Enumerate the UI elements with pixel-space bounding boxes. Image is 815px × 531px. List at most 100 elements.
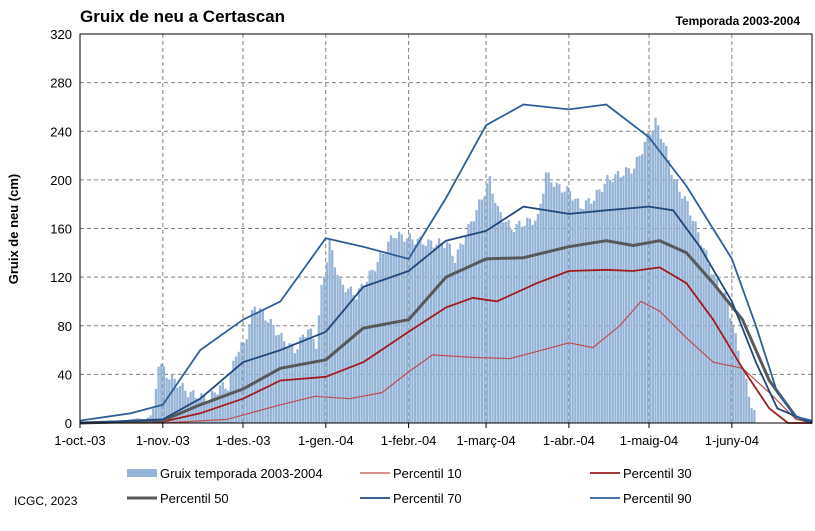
depth-bar	[507, 219, 510, 423]
axes: 0 40 80 120 160 200 240 280 320 1-oct.-03 1-nov.-0…	[50, 27, 813, 448]
depth-bar	[576, 198, 580, 423]
chart-subtitle: Temporada 2003-2004	[675, 14, 800, 28]
depth-bar	[221, 381, 224, 423]
depth-bar	[176, 387, 179, 423]
depth-bar	[494, 202, 497, 423]
depth-bar	[373, 271, 377, 423]
depth-bar	[462, 244, 465, 423]
depth-bar	[333, 267, 337, 423]
depth-bar	[659, 138, 662, 423]
line-percentil-90	[79, 103, 813, 422]
legend-label: Percentil 30	[623, 466, 692, 481]
depth-bar	[491, 193, 494, 423]
depth-bar	[622, 175, 625, 423]
depth-bar	[544, 172, 548, 423]
depth-bar	[200, 393, 203, 423]
depth-bar	[745, 378, 748, 423]
depth-bar	[202, 394, 206, 423]
depth-bar	[742, 370, 745, 423]
depth-bar	[253, 306, 256, 423]
depth-bar	[753, 410, 756, 423]
depth-bar	[595, 190, 598, 423]
depth-bar	[376, 262, 379, 423]
depth-bar	[705, 250, 708, 423]
depth-bar	[734, 333, 737, 423]
depth-bar	[657, 125, 660, 423]
depth-bar	[654, 117, 657, 423]
depth-bar	[560, 192, 564, 423]
depth-bar	[467, 223, 470, 423]
depth-bar	[662, 142, 665, 424]
depth-bar	[747, 396, 751, 423]
depth-bar	[750, 408, 753, 423]
x-tick-label: 1-des.-03	[216, 433, 271, 448]
depth-bar	[587, 198, 590, 423]
depth-bar	[739, 365, 743, 423]
depth-bar	[627, 168, 630, 423]
depth-bar	[325, 262, 329, 423]
depth-bar	[341, 284, 345, 423]
depth-bar	[446, 242, 449, 423]
depth-bar	[194, 398, 198, 423]
depth-bar	[510, 229, 513, 423]
y-tick-label: 80	[58, 319, 72, 334]
depth-bar	[421, 244, 425, 423]
depth-bar	[389, 235, 393, 423]
depth-bar	[272, 325, 275, 423]
depth-bar	[512, 231, 516, 423]
depth-bar	[411, 239, 414, 423]
depth-bar	[456, 249, 459, 423]
x-tick-label: 1-abr.-04	[543, 433, 595, 448]
depth-bar	[429, 240, 433, 423]
depth-bar	[571, 200, 574, 423]
depth-bar	[502, 222, 505, 423]
depth-bar	[371, 269, 374, 423]
depth-bar	[552, 186, 556, 423]
depth-bar	[424, 245, 427, 423]
depth-bar	[638, 155, 641, 423]
depth-bar	[475, 210, 478, 423]
depth-bar	[710, 274, 713, 423]
y-tick-label: 160	[50, 222, 72, 237]
depth-bar	[205, 402, 208, 423]
depth-bar	[683, 196, 687, 423]
x-tick-label: 1-gen.-04	[298, 433, 354, 448]
depth-bar	[275, 335, 278, 423]
depth-bar	[635, 156, 638, 424]
depth-bar	[641, 154, 644, 423]
depth-bar	[459, 243, 462, 423]
depth-bar	[608, 179, 612, 423]
depth-bar	[542, 193, 545, 423]
depth-bar	[352, 295, 355, 423]
depth-bar	[646, 132, 649, 423]
depth-bar	[715, 278, 719, 423]
depth-bar	[478, 199, 481, 423]
depth-bar	[536, 213, 540, 423]
y-tick-label: 120	[50, 270, 72, 285]
depth-bar	[285, 347, 288, 423]
depth-bar	[681, 198, 684, 423]
depth-bar	[299, 337, 302, 423]
depth-bar	[395, 238, 398, 423]
depth-bar	[448, 243, 451, 423]
depth-bar	[678, 191, 681, 423]
depth-bar	[520, 226, 524, 423]
depth-bar	[558, 184, 561, 423]
depth-bar	[630, 173, 633, 423]
depth-bar	[550, 182, 553, 423]
depth-bar	[242, 343, 246, 423]
plot-frame	[79, 33, 813, 424]
depth-bar	[379, 252, 382, 423]
depth-bar	[697, 232, 700, 423]
depth-bar	[365, 281, 369, 423]
legend-label: Percentil 70	[393, 491, 462, 506]
depth-bar	[280, 333, 283, 423]
depth-bar	[304, 337, 307, 423]
depth-bar	[381, 253, 385, 423]
depth-bar	[584, 200, 588, 423]
depth-bar	[240, 342, 243, 423]
legend-label: Percentil 50	[160, 491, 229, 506]
depth-bar	[256, 312, 259, 423]
depth-bar	[267, 322, 270, 423]
